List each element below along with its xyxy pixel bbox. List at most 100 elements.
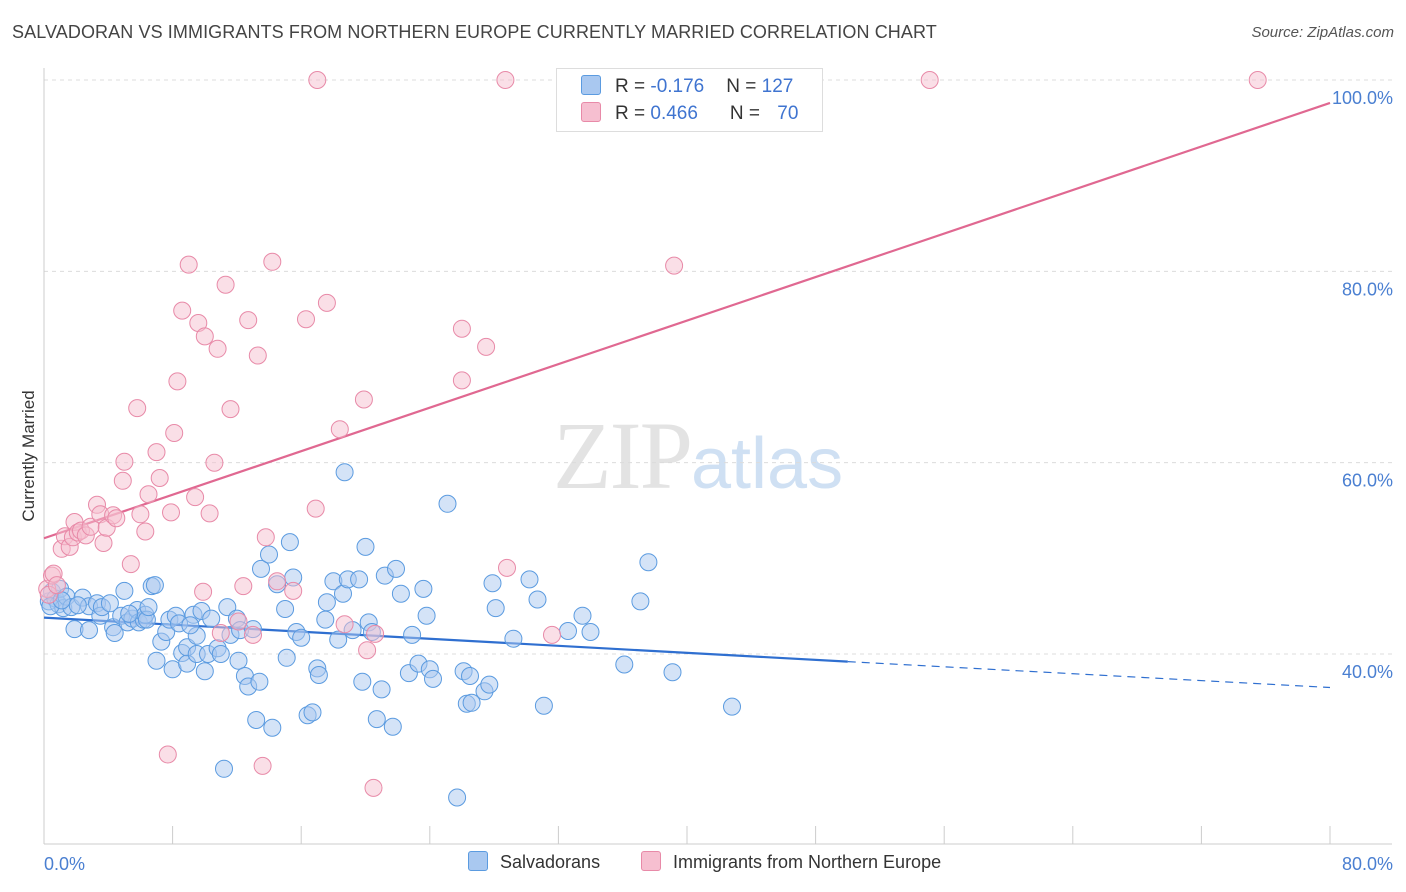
trend-layer (43, 101, 1331, 689)
northern-europe-point (253, 756, 272, 775)
salvadoran-point (139, 598, 158, 617)
salvadoran-point (461, 667, 479, 685)
salvadoran-point (292, 628, 311, 647)
northern-europe-point (1248, 71, 1267, 89)
y-tick-label: 100.0% (1332, 88, 1393, 108)
y-tick-label: 60.0% (1342, 471, 1393, 491)
salvadoran-point (316, 610, 335, 629)
northern-europe-point (121, 555, 140, 574)
legend-item-salvadorans: Salvadorans (468, 851, 600, 873)
source-credit: Source: ZipAtlas.com (1251, 24, 1394, 41)
salvadoran-point (403, 625, 422, 644)
salvadoran-point (573, 606, 592, 625)
northern-europe-point (297, 310, 315, 329)
legend-item-northern-europe: Immigrants from Northern Europe (641, 851, 941, 873)
salvadoran-point (211, 645, 230, 663)
salvadoran-point (534, 696, 553, 715)
salvadoran-point (462, 693, 481, 712)
salvadoran-point (277, 648, 296, 667)
salvadoran-point (383, 717, 402, 736)
legend-r-label: R = (615, 103, 651, 124)
northern-europe-point (168, 372, 187, 391)
northern-europe-point (284, 581, 303, 600)
legend-n-label: N = (729, 103, 766, 124)
northern-europe-point (131, 505, 150, 524)
salvadoran-point (263, 718, 282, 737)
northern-europe-point (248, 346, 267, 365)
northern-europe-point (194, 582, 213, 601)
salvadoran-point (372, 680, 391, 699)
salvadoran-point (303, 703, 322, 722)
northern-europe-point (354, 390, 373, 409)
northern-europe-point (256, 528, 275, 547)
northern-europe-point (263, 252, 282, 271)
northern-europe-point (200, 504, 219, 523)
salvadoran-point (417, 606, 436, 625)
northern-europe-point (920, 71, 939, 89)
legend-swatch-blue (468, 851, 488, 871)
legend-r-label: R = (615, 76, 651, 97)
salvadoran-point (115, 581, 134, 600)
salvadoran-point (367, 710, 386, 729)
salvadoran-point (414, 579, 433, 598)
salvadoran-point (80, 621, 98, 640)
points-layer (38, 71, 1267, 807)
northern-europe-point (128, 399, 147, 418)
legend-n-value: 127 (761, 76, 794, 97)
northern-europe-point (452, 371, 471, 390)
salvadoran-point (309, 666, 328, 684)
northern-europe-point (179, 255, 198, 274)
northern-europe-point (268, 572, 287, 591)
salvadoran-point (520, 570, 539, 589)
northern-europe-point (139, 485, 158, 504)
northern-europe-point (205, 453, 224, 472)
salvadoran-point (276, 600, 295, 618)
watermark-zip: ZIP (553, 402, 693, 509)
northern-europe-point (136, 522, 155, 541)
grid-layer (44, 79, 1392, 655)
legend-n-label: N = (726, 76, 762, 97)
salvadoran-point (100, 594, 119, 613)
legend-label: Immigrants from Northern Europe (673, 852, 942, 872)
salvadoran-point (147, 651, 166, 670)
northern-europe-point (317, 293, 336, 312)
salvadoran-point (723, 697, 741, 716)
legend-row-salvadorans: R = -0.176 N = 127 (581, 75, 793, 101)
northern-europe-point (47, 576, 66, 595)
legend-r-value: -0.176 (650, 76, 705, 97)
northern-europe-point (150, 469, 169, 487)
salvadoran-point (280, 533, 299, 552)
salvadoran-point (202, 609, 221, 628)
salvadoran-point (486, 599, 505, 618)
northern-europe-point (239, 311, 258, 330)
salvadoran-point (181, 616, 200, 635)
northern-europe-point (211, 624, 230, 642)
salvadoran-point (218, 598, 237, 617)
salvadoran-point (639, 553, 658, 572)
legend-n-value: 70 (777, 103, 799, 124)
northern-europe-point (115, 452, 134, 471)
northern-europe-point (158, 745, 177, 764)
legend-swatch-blue (581, 75, 601, 95)
salvadoran-point (105, 624, 124, 642)
northern-europe-point (216, 275, 235, 294)
legend-swatch-pink (581, 102, 601, 122)
salvadoran-point (260, 545, 278, 564)
salvadoran-point (215, 759, 233, 778)
salvadoran-point (483, 574, 502, 593)
salvadoran-point (247, 711, 266, 729)
salvadoran-point (353, 672, 372, 691)
northern-europe-point (229, 612, 248, 631)
x-tick-label: 0.0% (44, 854, 85, 874)
northern-europe-point (186, 488, 205, 507)
salvadoran-point (559, 622, 577, 640)
legend-label: Salvadorans (500, 852, 601, 872)
salvadoran-point (581, 623, 600, 641)
northern-europe-point (477, 337, 496, 356)
northern-europe-point (498, 558, 516, 577)
label-layer: 40.0% 60.0% 80.0% 100.0% 0.0% 80.0% (44, 88, 1393, 874)
salvadoran-point (448, 788, 467, 807)
salvadoran-point (229, 651, 248, 670)
salvadoran-point (120, 604, 139, 623)
